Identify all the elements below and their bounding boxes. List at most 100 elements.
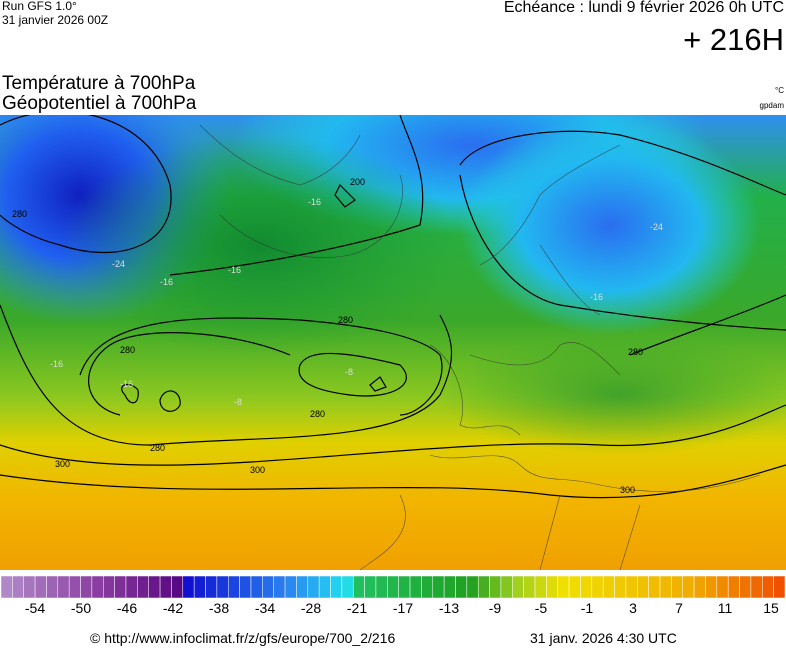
colorbar-swatch [250,576,263,598]
isotherm-label: -16 [120,379,133,389]
colorbar-swatch [227,576,240,598]
unit: gpdam [759,101,784,110]
isotherm-label: -16 [308,197,321,207]
colorbar-swatch [375,576,388,598]
run-date: 31 janvier 2026 00Z [2,13,109,27]
colorbar-swatch [580,576,593,598]
isotherm-label: -16 [590,292,603,302]
colorbar-swatch [659,576,672,598]
colorbar-label: -34 [254,600,276,616]
colorbar-label: -5 [534,600,548,616]
colorbar-swatch [103,576,115,598]
colorbar-label: -50 [70,600,92,616]
colorbar-swatch [727,576,740,598]
contour-label: 300 [620,485,635,495]
colorbar-swatch [455,576,468,598]
contour-label: 280 [310,409,325,419]
colorbar-label: -54 [24,600,46,616]
colorbar-swatch [625,576,638,598]
colorbar-swatch [443,576,456,598]
contour-label: 280 [628,347,643,357]
colorbar-label: 11 [717,600,733,616]
isotherm-label: -8 [234,397,242,407]
colorbar-swatch [614,576,627,598]
colorbar-swatch [318,576,331,598]
colorbar-label: -38 [208,600,230,616]
colorbar-swatch [205,576,218,598]
contour-label: 300 [250,465,265,475]
colorbar-swatch [568,576,581,598]
colorbar-swatch [341,576,354,598]
lead-time: + 216H [683,22,784,57]
colorbar-swatch [591,576,604,598]
title: Température à 700hPa [2,73,196,94]
colorbar-swatch [534,576,547,598]
cold-area [460,115,760,335]
colorbar-swatch [364,576,377,598]
colorbar-swatch [398,576,411,598]
geopotential-contours [0,115,786,499]
contour-label: 300 [55,459,70,469]
colorbar-swatch [739,576,752,598]
colorbar-label: 15 [763,600,779,616]
colorbar [0,576,786,598]
colorbar-swatch [648,576,661,598]
colorbar-swatch [23,576,36,598]
valid-time: Echéance : lundi 9 février 2026 0h UTC [503,0,784,16]
isotherm-label: -8 [345,367,353,377]
colorbar-swatch [193,576,206,598]
colorbar-swatch [523,576,536,598]
colorbar-label: -1 [580,600,594,616]
colorbar-swatch [296,576,309,598]
colorbar-swatch [182,576,195,598]
colorbar-swatch [682,576,695,598]
colorbar-swatch [409,576,422,598]
colorbar-swatch [34,576,47,598]
isotherm-label: -24 [112,259,125,269]
colorbar-swatch [284,576,297,598]
colorbar-swatch [239,576,252,598]
colorbar-swatch [387,576,399,598]
colorbar-label: 7 [675,600,683,616]
colorbar-swatch [114,576,127,598]
colorbar-swatch [12,576,24,598]
colorbar-swatch [273,576,286,598]
colorbar-swatch [512,576,524,598]
coastlines [199,124,761,570]
colorbar-swatch [80,576,93,598]
contour-label: 280 [12,209,27,219]
colorbar-swatch [330,576,343,598]
colorbar-swatch [716,576,729,598]
colorbar-swatch [671,576,683,598]
colorbar-label: -42 [162,600,184,616]
contour-label: 280 [150,443,165,453]
colorbar-label: -21 [346,600,368,616]
colorbar-label: 3 [629,600,637,616]
colorbar-swatch [137,576,149,598]
colorbar-swatch [262,576,274,598]
contour-label: 280 [338,315,353,325]
colorbar-swatch [421,576,434,598]
temperature-area [60,135,460,355]
unit: °C [775,86,784,95]
colorbar-swatch [46,576,59,598]
colorbar-swatch [125,576,138,598]
colorbar-swatch [68,576,81,598]
colorbar-swatch [159,576,172,598]
footer-date: 31 janv. 2026 4:30 UTC [530,630,677,646]
colorbar-swatch [557,576,570,598]
run-label: Run GFS 1.0° [2,0,77,13]
isotherm-label: -16 [50,359,63,369]
colorbar-label: -13 [438,600,460,616]
colorbar-swatch [466,576,479,598]
colorbar-swatch [637,576,649,598]
isotherm-label: -24 [650,222,663,232]
colorbar-swatch [773,576,786,598]
colorbar-swatch [307,576,320,598]
colorbar-swatch [500,576,513,598]
colorbar-swatch [352,576,365,598]
colorbar-swatch [148,576,161,598]
isotherm-label: -16 [228,265,241,275]
map: 280 280 280 280 280 300 300 300 200 280 -24 -16 -16 -… [0,115,786,570]
